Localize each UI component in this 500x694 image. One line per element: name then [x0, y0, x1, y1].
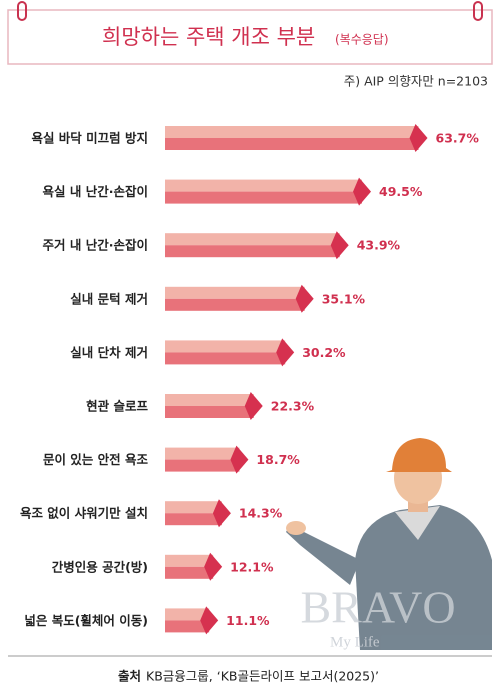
bar-top — [165, 340, 286, 353]
bar-tip — [200, 606, 219, 635]
category-label: 현관 슬로프 — [86, 399, 148, 414]
bar-top — [165, 501, 222, 514]
bar-top — [165, 608, 210, 621]
bar-tip — [353, 177, 372, 206]
bar — [165, 177, 372, 206]
category-label: 넓은 복도(휠체어 이동) — [24, 613, 148, 628]
category-label: 욕실 바닥 미끄럼 방지 — [31, 131, 148, 146]
bar-top — [165, 554, 214, 567]
bar — [165, 606, 219, 635]
bar-tip — [212, 499, 231, 528]
value-label: 14.3% — [239, 506, 283, 521]
bar-bottom — [165, 459, 240, 472]
category-label: 주거 내 난간·손잡이 — [43, 238, 148, 253]
category-label: 실내 단차 제거 — [70, 345, 148, 360]
value-label: 12.1% — [230, 559, 274, 574]
watermark-sub: My Life — [330, 634, 380, 650]
category-label: 욕조 없이 샤워기만 설치 — [20, 506, 148, 521]
watermark: BRAVO — [300, 582, 455, 633]
bar-tip — [230, 445, 249, 474]
value-label: 43.9% — [357, 238, 401, 253]
bar-top — [165, 394, 254, 406]
bar — [165, 552, 223, 581]
ring — [17, 1, 27, 21]
bar-tip — [276, 338, 295, 367]
bar-bottom — [165, 245, 340, 258]
value-label: 18.7% — [256, 452, 300, 467]
ring — [473, 1, 483, 21]
value-label: 22.3% — [271, 399, 315, 414]
value-label: 35.1% — [322, 291, 366, 306]
category-label: 문이 있는 안전 욕조 — [43, 452, 149, 467]
bar-top — [165, 126, 419, 138]
bar-bottom — [165, 406, 254, 418]
value-label: 49.5% — [379, 184, 423, 199]
bar-bottom — [165, 191, 363, 204]
bar-bottom — [165, 298, 305, 311]
bar-top — [165, 233, 340, 246]
note: 주) AIP 의향자만 n=2103 — [344, 74, 488, 89]
bar-top — [165, 447, 240, 460]
source-label: 출처 — [118, 669, 141, 684]
bar — [165, 338, 295, 367]
bar-tip — [409, 124, 428, 152]
bar — [165, 124, 428, 152]
chart-subtitle: (복수응답) — [335, 33, 389, 47]
bar — [165, 499, 231, 528]
bar — [165, 392, 263, 420]
category-label: 욕실 내 난간·손잡이 — [43, 184, 148, 199]
bar-bottom — [165, 513, 222, 526]
title-box — [7, 9, 493, 65]
category-label: 간병인용 공간(방) — [52, 559, 148, 574]
bars: 욕실 바닥 미끄럼 방지 63.7% 욕실 내 난간·손잡이 49.5% 주거 내 난간… — [20, 124, 480, 635]
bar-bottom — [165, 352, 286, 365]
category-label: 실내 문턱 제거 — [70, 291, 148, 306]
bar — [165, 445, 249, 474]
worker-illustration: BRAVO My Life — [286, 438, 492, 650]
bar-bottom — [165, 566, 214, 579]
value-label: 63.7% — [436, 131, 480, 146]
value-label: 11.1% — [226, 613, 270, 628]
bar-top — [165, 286, 305, 299]
source: KB금융그룹, ‘KB골든라이프 보고서(2025)’ — [146, 669, 379, 684]
bar-top — [165, 179, 363, 192]
bar-tip — [244, 392, 263, 420]
value-label: 30.2% — [302, 345, 346, 360]
bar-tip — [330, 231, 349, 260]
bar-tip — [204, 552, 223, 581]
chart-title: 희망하는 주택 개조 부분 — [102, 25, 315, 49]
bar-tip — [295, 284, 314, 313]
bar-bottom — [165, 138, 419, 150]
bar — [165, 231, 349, 260]
bar — [165, 284, 314, 313]
bar-bottom — [165, 620, 210, 633]
